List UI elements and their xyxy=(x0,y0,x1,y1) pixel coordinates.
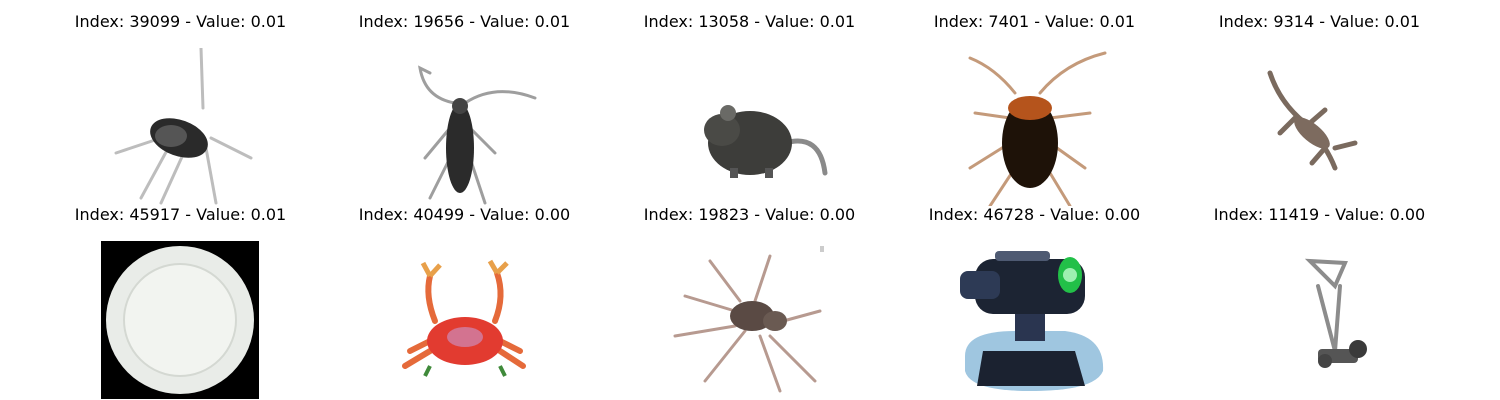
beetle-image xyxy=(385,48,543,206)
image-title: Index: 19656 - Value: 0.01 xyxy=(358,12,571,31)
grid-cell-3: Index: 13058 - Value: 0.01 xyxy=(607,12,892,206)
image-title: Index: 45917 - Value: 0.01 xyxy=(74,205,287,224)
grid-cell-2: Index: 19656 - Value: 0.01 xyxy=(322,12,607,206)
grid-cell-10: Index: 11419 - Value: 0.00 xyxy=(1177,205,1462,399)
lamp-image xyxy=(955,241,1113,399)
image-title: Index: 46728 - Value: 0.00 xyxy=(928,205,1141,224)
cockroach-image xyxy=(955,48,1113,206)
plate-image xyxy=(101,241,259,399)
image-title: Index: 9314 - Value: 0.01 xyxy=(1218,12,1421,31)
image-title: Index: 7401 - Value: 0.01 xyxy=(933,12,1136,31)
image-title: Index: 11419 - Value: 0.00 xyxy=(1213,205,1426,224)
image-title: Index: 13058 - Value: 0.01 xyxy=(643,12,856,31)
mouse-image xyxy=(670,48,828,206)
image-title: Index: 39099 - Value: 0.01 xyxy=(74,12,287,31)
spider-image xyxy=(670,241,828,399)
grid-cell-6: Index: 45917 - Value: 0.01 xyxy=(38,205,323,399)
grid-cell-4: Index: 7401 - Value: 0.01 xyxy=(892,12,1177,206)
grid-cell-8: Index: 19823 - Value: 0.00 xyxy=(607,205,892,399)
image-title: Index: 40499 - Value: 0.00 xyxy=(358,205,571,224)
grid-cell-1: Index: 39099 - Value: 0.01 xyxy=(38,12,323,206)
lawn-mower-image xyxy=(1240,241,1398,399)
lizard-image xyxy=(1240,48,1398,206)
grid-cell-9: Index: 46728 - Value: 0.00 xyxy=(892,205,1177,399)
insect-image xyxy=(101,48,259,206)
grid-cell-5: Index: 9314 - Value: 0.01 xyxy=(1177,12,1462,206)
crab-image xyxy=(385,241,543,399)
image-title: Index: 19823 - Value: 0.00 xyxy=(643,205,856,224)
grid-cell-7: Index: 40499 - Value: 0.00 xyxy=(322,205,607,399)
